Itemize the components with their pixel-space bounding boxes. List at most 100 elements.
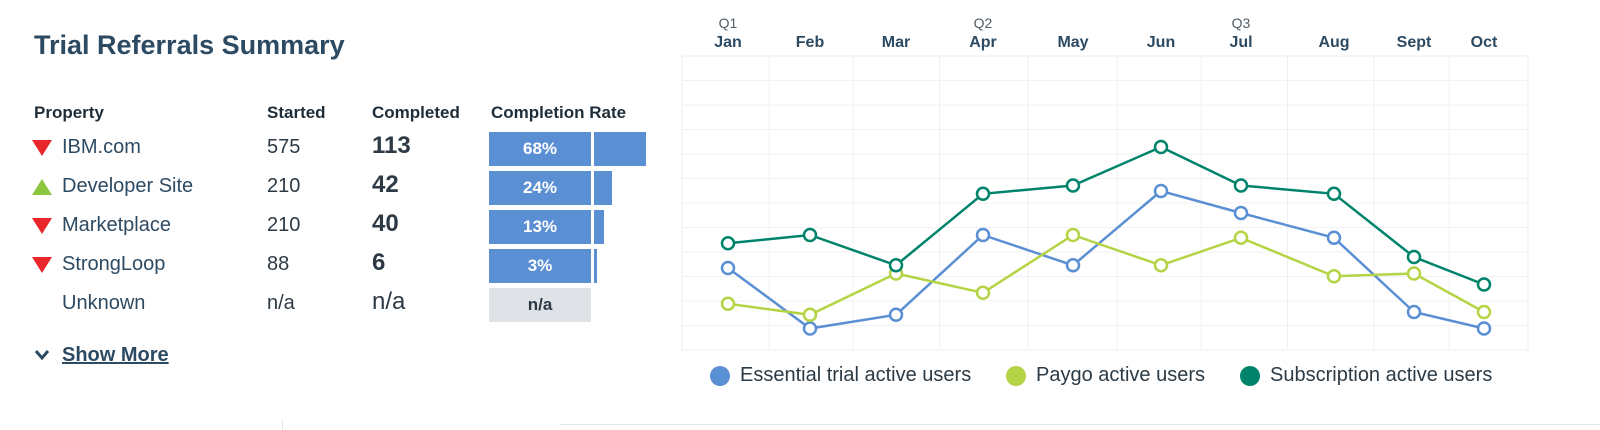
- quarter-label: Q2: [973, 15, 993, 31]
- property-cell: IBM.com: [32, 136, 141, 159]
- property-name: IBM.com: [62, 136, 141, 158]
- property-name: StrongLoop: [62, 253, 166, 275]
- data-point: [1065, 258, 1081, 273]
- data-point: [975, 227, 991, 243]
- legend-label: Paygo active users: [1036, 364, 1205, 386]
- completion-rate-bar: [594, 249, 597, 283]
- completed-value: n/a: [372, 288, 406, 315]
- data-point: [1153, 183, 1169, 199]
- data-point: [1476, 321, 1492, 336]
- property-cell: StrongLoop: [32, 253, 165, 276]
- show-more-label: Show More: [62, 344, 169, 366]
- page-title: Trial Referrals Summary: [34, 30, 345, 60]
- completed-value: 40: [372, 210, 399, 237]
- x-tick-label: Jul: [1229, 34, 1253, 51]
- trend-down-icon: [32, 256, 58, 273]
- started-value: n/a: [267, 292, 295, 314]
- data-point: [802, 321, 818, 336]
- data-point: [1153, 139, 1169, 155]
- data-point: [1326, 230, 1342, 246]
- legend-item[interactable]: Subscription active users: [1240, 364, 1492, 387]
- property-name: Developer Site: [62, 175, 194, 197]
- x-tick-label: Aug: [1318, 34, 1350, 51]
- completion-rate-bar: [594, 171, 612, 205]
- table-row[interactable]: Unknown n/a n/a n/a: [0, 288, 660, 326]
- quarter-label: Q3: [1231, 15, 1251, 31]
- table-row[interactable]: IBM.com 575 113 68%: [0, 132, 660, 170]
- legend-label: Subscription active users: [1270, 364, 1493, 386]
- trend-down-icon: [32, 217, 58, 234]
- series-line-3: [727, 145, 1485, 286]
- property-name: Unknown: [62, 292, 146, 314]
- quarter-label: Q1: [718, 15, 738, 31]
- rate-separator: [591, 171, 594, 205]
- data-point: [888, 258, 904, 273]
- column-header-completed: Completed: [372, 103, 460, 122]
- show-more-button[interactable]: Show More: [34, 344, 169, 367]
- started-value: 210: [267, 214, 301, 236]
- table-row[interactable]: Marketplace 210 40 13%: [0, 210, 660, 248]
- data-point: [1326, 186, 1342, 202]
- completion-rate-label: n/a: [489, 288, 591, 322]
- completed-value: 42: [372, 171, 399, 198]
- divider: [282, 420, 283, 430]
- x-tick-label: Jun: [1146, 34, 1176, 51]
- data-point: [720, 260, 736, 276]
- column-header-completion-rate: Completion Rate: [491, 103, 627, 122]
- rate-separator: [591, 249, 594, 283]
- legend-item[interactable]: Paygo active users: [1006, 364, 1205, 387]
- data-point: [802, 307, 818, 323]
- x-tick-label: Jan: [714, 34, 742, 51]
- divider: [560, 424, 1600, 425]
- rate-separator: [591, 132, 594, 166]
- data-point: [1065, 178, 1081, 193]
- legend-swatch: [710, 365, 730, 386]
- column-header-property: Property: [34, 103, 104, 122]
- property-cell: Unknown: [32, 292, 145, 315]
- data-point: [1233, 230, 1249, 246]
- x-tick-label: Oct: [1470, 34, 1498, 51]
- series-line-2: [727, 233, 1485, 317]
- completion-rate-bar: [594, 210, 604, 244]
- legend-item[interactable]: Essential trial active users: [710, 364, 971, 387]
- legend-swatch: [1006, 365, 1026, 386]
- data-point: [1406, 266, 1422, 281]
- data-point: [1065, 227, 1081, 243]
- data-point: [975, 285, 991, 301]
- started-value: 210: [267, 175, 301, 197]
- completed-value: 6: [372, 249, 386, 276]
- x-tick-label: Feb: [795, 34, 825, 51]
- x-tick-label: Mar: [881, 34, 911, 51]
- table-row[interactable]: StrongLoop 88 6 3%: [0, 249, 660, 287]
- trend-down-icon: [32, 139, 58, 156]
- x-tick-label: Apr: [969, 34, 997, 51]
- completed-value: 113: [372, 132, 411, 159]
- data-point: [802, 227, 818, 243]
- data-point: [888, 307, 904, 323]
- data-point: [1153, 258, 1169, 273]
- property-cell: Marketplace: [32, 214, 171, 237]
- completion-rate-label: 3%: [489, 249, 591, 283]
- column-header-started: Started: [267, 103, 326, 122]
- data-point: [1476, 277, 1492, 292]
- completion-rate-label: 24%: [489, 171, 591, 205]
- property-cell: Developer Site: [32, 175, 193, 198]
- rate-separator: [591, 288, 594, 322]
- completion-rate-label: 13%: [489, 210, 591, 244]
- x-tick-label: May: [1057, 34, 1089, 51]
- property-name: Marketplace: [62, 214, 171, 236]
- started-value: 88: [267, 253, 290, 275]
- trend-up-icon: [32, 178, 58, 195]
- data-point: [1406, 304, 1422, 320]
- data-point: [1406, 249, 1422, 265]
- started-value: 575: [267, 136, 301, 158]
- legend-label: Essential trial active users: [740, 364, 972, 386]
- table-row[interactable]: Developer Site 210 42 24%: [0, 171, 660, 209]
- data-point: [1233, 178, 1249, 193]
- data-point: [720, 296, 736, 312]
- chevron-down-icon: [34, 344, 50, 367]
- data-point: [1233, 205, 1249, 221]
- completion-rate-bar: [594, 132, 646, 166]
- x-tick-label: Sept: [1396, 34, 1432, 51]
